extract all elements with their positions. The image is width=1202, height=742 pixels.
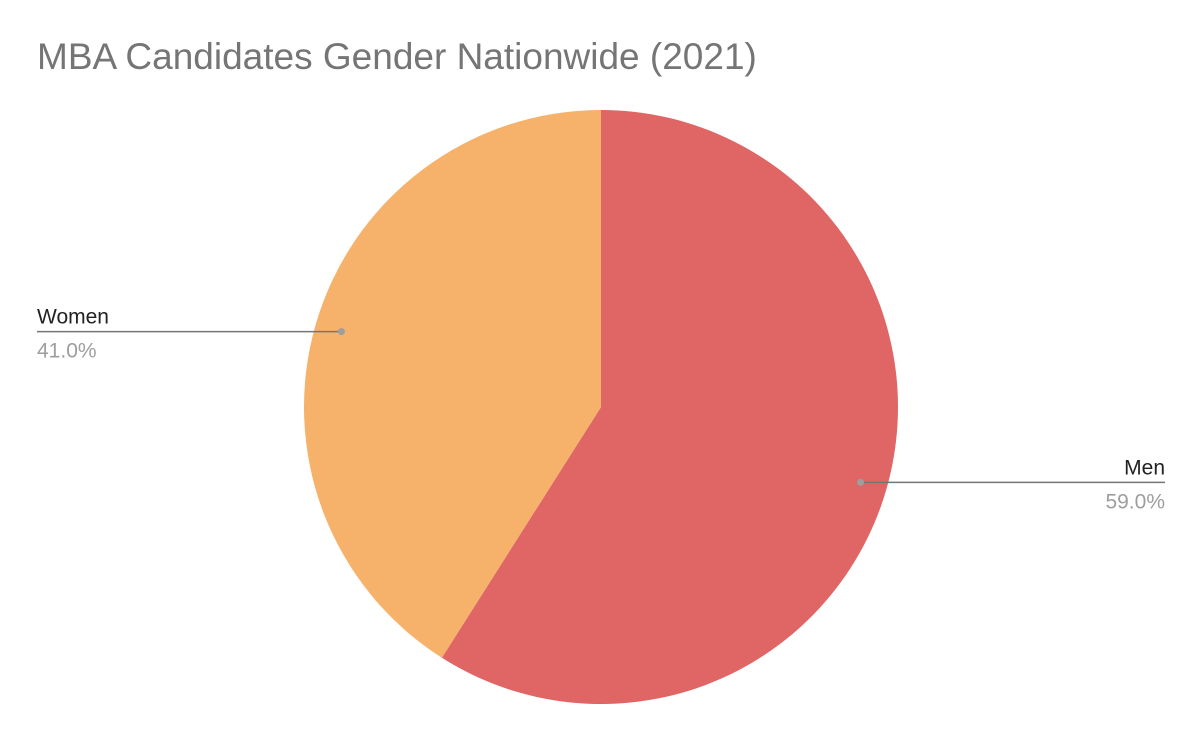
pie-slices bbox=[304, 110, 898, 704]
slice-percent-women: 41.0% bbox=[37, 340, 97, 363]
slice-label-men: Men bbox=[1124, 456, 1165, 479]
pie-slice-women bbox=[304, 110, 601, 658]
slice-label-women: Women bbox=[37, 306, 109, 329]
pie-label-women: Women 41.0% bbox=[37, 306, 345, 363]
pie-slice-men bbox=[441, 110, 898, 704]
pie-label-men: Men 59.0% bbox=[857, 456, 1165, 513]
chart-title: MBA Candidates Gender Nationwide (2021) bbox=[37, 36, 757, 77]
leader-dot-men bbox=[857, 478, 865, 486]
pie-labels: Men 59.0% Women 41.0% bbox=[37, 306, 1165, 513]
leader-dot-women bbox=[337, 328, 345, 336]
slice-percent-men: 59.0% bbox=[1105, 490, 1165, 513]
